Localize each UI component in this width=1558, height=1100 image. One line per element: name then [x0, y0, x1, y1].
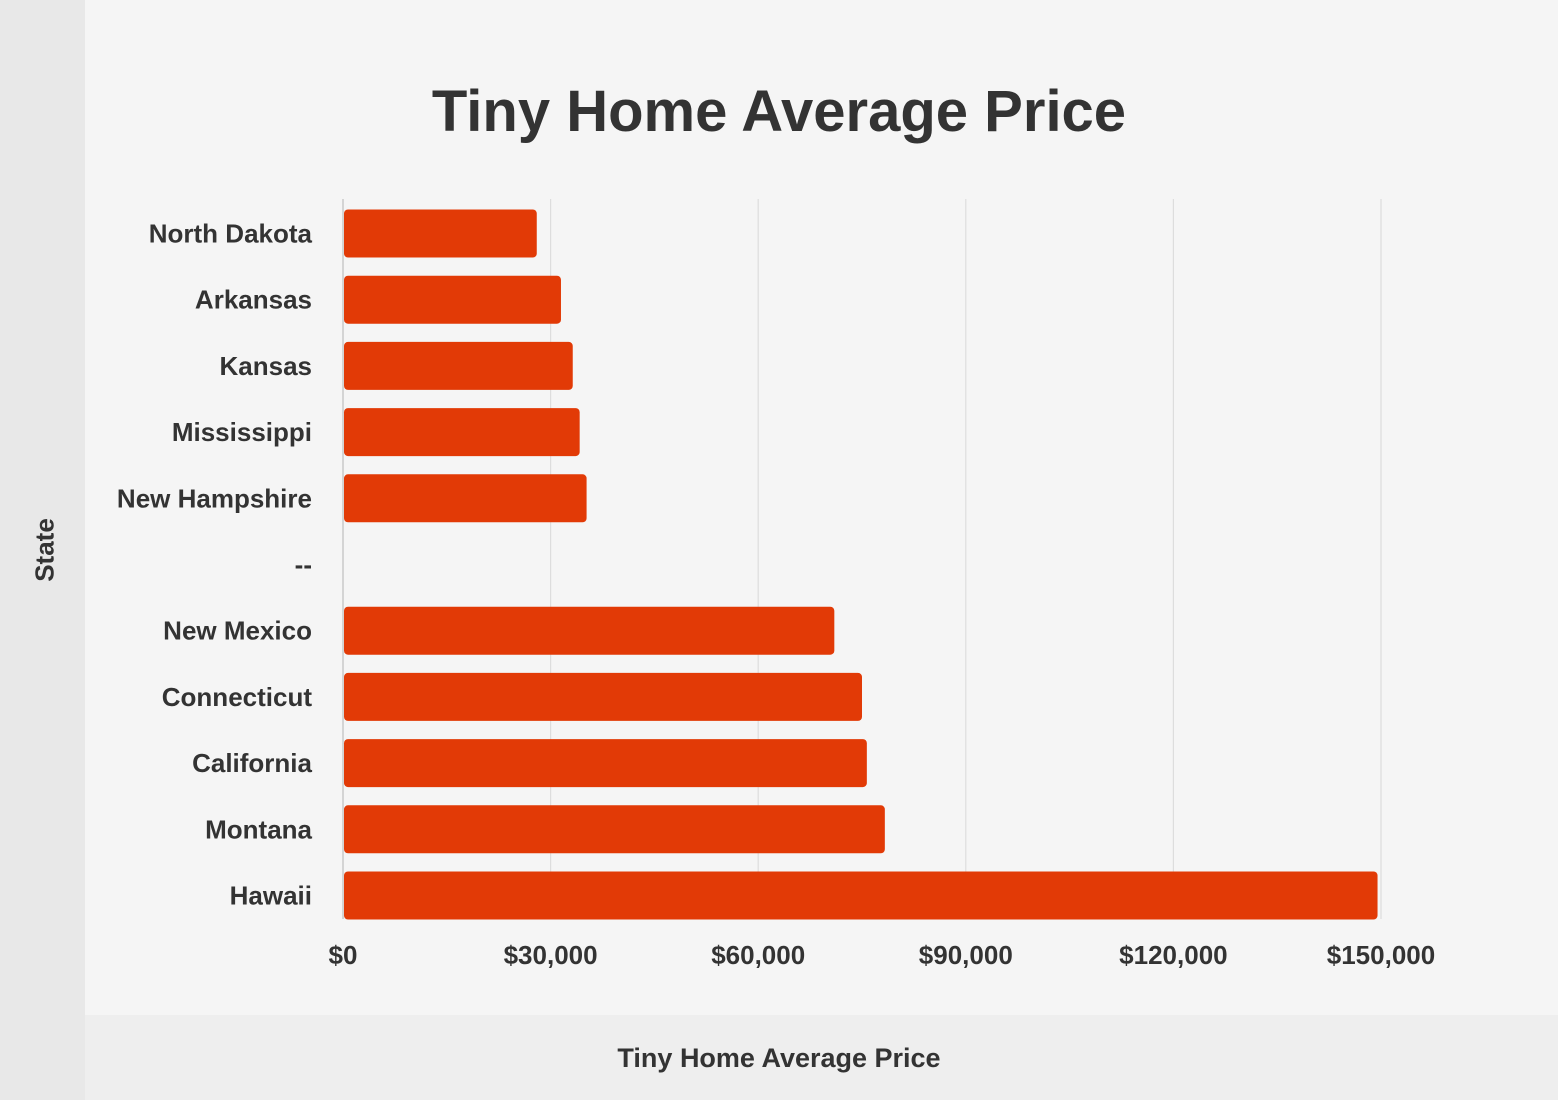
y-tick-label: New Hampshire [117, 483, 312, 513]
x-axis-label-panel [85, 1015, 1558, 1100]
y-tick-label: Connecticut [162, 682, 313, 712]
bar [344, 739, 867, 788]
bar [344, 341, 573, 390]
y-tick-label: Mississippi [172, 417, 312, 447]
y-tick-label: Hawaii [230, 881, 312, 911]
y-tick-label: Arkansas [195, 285, 312, 315]
x-tick-label: $60,000 [711, 940, 805, 970]
x-tick-label: $30,000 [504, 940, 598, 970]
x-tick-label: $120,000 [1119, 940, 1227, 970]
bar-chart: $0 $30,000 $60,000 $90,000 $120,000 $150,000 N… [117, 199, 1435, 970]
y-tick-label: Montana [205, 814, 312, 844]
bar [344, 805, 885, 854]
bar [344, 672, 862, 721]
y-tick-label: Kansas [220, 351, 313, 381]
y-tick-label: North Dakota [149, 219, 313, 249]
bar [344, 606, 835, 655]
y-tick-label: New Mexico [163, 616, 312, 646]
chart-title: Tiny Home Average Price [431, 79, 1127, 144]
x-tick-label: $0 [329, 940, 358, 970]
y-tick-label: -- [295, 550, 312, 580]
x-axis-title: Tiny Home Average Price [617, 1043, 941, 1073]
y-tick-label: California [192, 748, 312, 778]
x-tick-label: $150,000 [1327, 940, 1435, 970]
x-tick-label: $90,000 [919, 940, 1013, 970]
bar [344, 209, 537, 258]
bar [344, 408, 580, 457]
bar [344, 871, 1378, 920]
bar [344, 275, 561, 324]
bar [344, 474, 587, 523]
y-axis-label-panel [0, 0, 85, 1100]
